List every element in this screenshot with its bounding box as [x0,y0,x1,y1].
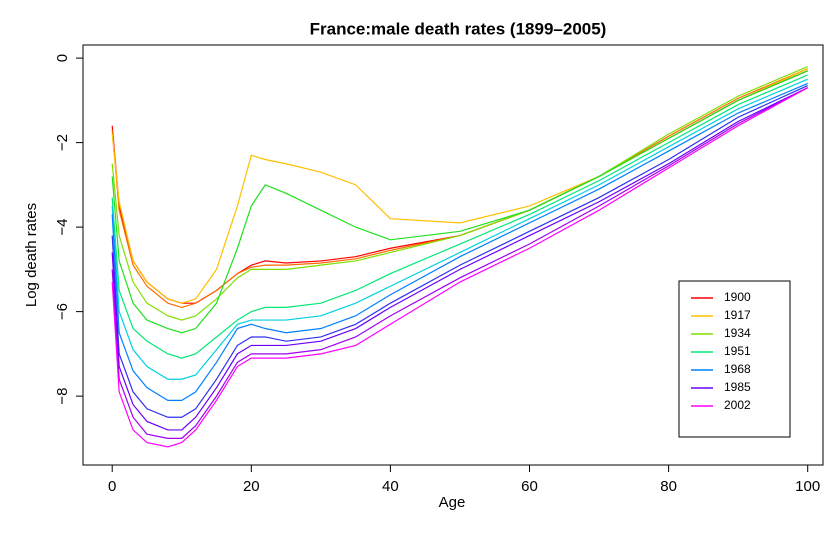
series-line [111,74,808,359]
legend-box [678,280,791,438]
series-line [111,82,808,401]
chart-title: France:male death rates (1899–2005) [310,19,607,38]
series-line [111,70,808,334]
y-tick-label: −6 [54,303,71,320]
legend: 1900 1917 1934 1951 1968 1985 2002 [678,280,791,438]
x-axis-label: Age [439,494,466,511]
series-line [111,87,808,448]
y-axis-label: Log death rates [23,203,40,307]
legend-label: 2002 [724,398,751,412]
y-tick-label: −4 [54,219,71,236]
series-line [111,78,808,380]
legend-label: 1934 [724,326,751,340]
y-tick-label: −2 [54,134,71,151]
legend-label: 1985 [724,380,751,394]
x-tick-label: 60 [521,478,538,495]
series-line [111,68,808,309]
x-tick-label: 40 [382,478,399,495]
series-line [111,68,808,304]
series-line [111,87,808,439]
x-tick-label: 0 [108,478,116,495]
x-tick-label: 20 [243,478,260,495]
series-line [111,87,808,431]
legend-label: 1951 [724,344,751,358]
x-tick-label: 80 [660,478,677,495]
legend-label: 1900 [724,290,751,304]
x-tick-label: 100 [795,478,820,495]
y-tick-label: 0 [54,54,71,62]
legend-label: 1917 [724,308,751,322]
series-line [111,85,808,418]
y-tick-label: −8 [54,388,71,405]
legend-label: 1968 [724,362,751,376]
